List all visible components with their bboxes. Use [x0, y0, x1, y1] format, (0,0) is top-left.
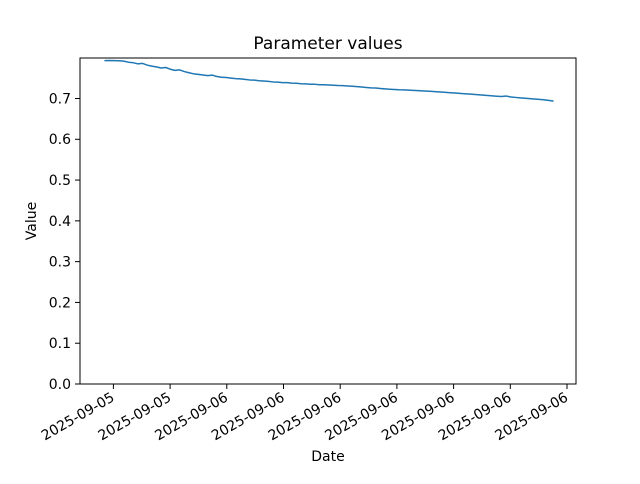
- y-tick-label: 0.0: [49, 377, 71, 393]
- plot-area: [80, 58, 576, 384]
- y-tick-label: 0.6: [49, 132, 71, 148]
- y-tick-label: 0.2: [49, 295, 71, 311]
- y-tick-label: 0.5: [49, 173, 71, 189]
- y-tick-label: 0.7: [49, 91, 71, 107]
- y-tick-label: 0.3: [49, 255, 71, 271]
- plot-border: [79, 57, 577, 385]
- x-axis-ticks: 2025-09-052025-09-052025-09-062025-09-06…: [39, 384, 571, 444]
- y-axis-ticks: 0.0 0.1 0.2 0.3 0.4 0.5 0.6 0.7: [49, 91, 80, 393]
- series-line: [104, 59, 554, 102]
- y-tick-label: 0.1: [49, 336, 71, 352]
- chart-title: Parameter values: [253, 34, 402, 54]
- x-axis-label: Date: [311, 449, 344, 465]
- y-tick-label: 0.4: [49, 214, 71, 230]
- y-axis-label: Value: [24, 202, 40, 240]
